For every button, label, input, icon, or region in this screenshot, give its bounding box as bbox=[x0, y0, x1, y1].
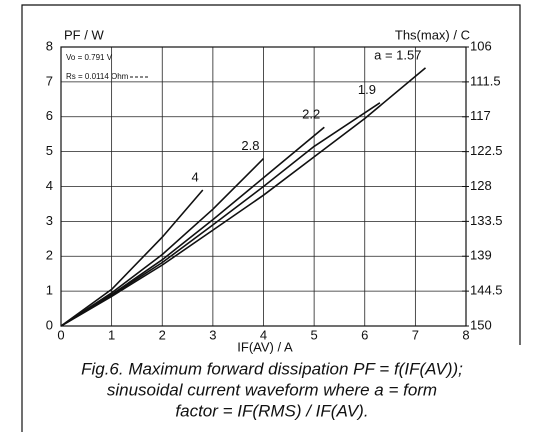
x-tick-label: 0 bbox=[57, 327, 64, 342]
x-tick-label: 2 bbox=[159, 327, 166, 342]
y2-tick-label: 139 bbox=[470, 248, 492, 263]
y-tick-label: 2 bbox=[46, 248, 53, 263]
series-label: 2.8 bbox=[241, 138, 259, 153]
y-tick-label: 1 bbox=[46, 283, 53, 298]
x-tick-label: 4 bbox=[260, 327, 267, 342]
y2-tick-label: 122.5 bbox=[470, 143, 503, 158]
frame bbox=[21, 4, 521, 432]
series-label: a = 1.57 bbox=[374, 47, 421, 62]
y-tick-label: 5 bbox=[46, 143, 53, 158]
y-tick-label: 8 bbox=[46, 38, 53, 53]
y2-tick-label: 117 bbox=[470, 108, 491, 123]
annotation: Rs = 0.0114 Ohm bbox=[66, 72, 129, 81]
y2-axis-label: Ths(max) / C bbox=[395, 27, 470, 42]
x-tick-label: 6 bbox=[361, 327, 368, 342]
y-tick-label: 0 bbox=[46, 317, 53, 332]
series-label: 2.2 bbox=[302, 107, 320, 122]
caption: factor = IF(RMS) / IF(AV). bbox=[175, 401, 368, 420]
y2-tick-label: 150 bbox=[470, 317, 492, 332]
series-line bbox=[60, 67, 427, 327]
annotation: Vo = 0.791 V bbox=[66, 53, 113, 62]
series-line bbox=[60, 126, 325, 327]
x-tick-label: 5 bbox=[311, 327, 318, 342]
series-label: 4 bbox=[192, 169, 199, 184]
y-tick-label: 7 bbox=[46, 73, 53, 88]
y2-tick-label: 133.5 bbox=[470, 213, 503, 228]
y-tick-label: 6 bbox=[46, 108, 53, 123]
y2-tick-label: 106 bbox=[470, 38, 492, 53]
x-tick-label: 8 bbox=[462, 327, 469, 342]
series-label: 1.9 bbox=[358, 82, 376, 97]
series-line bbox=[60, 158, 265, 327]
y-axis-label: PF / W bbox=[64, 27, 104, 42]
series-line bbox=[60, 189, 204, 327]
x-tick-label: 7 bbox=[412, 327, 419, 342]
y-tick-label: 4 bbox=[46, 178, 53, 193]
y2-tick-label: 128 bbox=[470, 178, 492, 193]
y2-tick-label: 111.5 bbox=[470, 73, 501, 88]
x-tick-label: 3 bbox=[209, 327, 216, 342]
y2-tick-label: 144.5 bbox=[470, 283, 503, 298]
caption: Fig.6. Maximum forward dissipation PF = … bbox=[81, 359, 463, 378]
plot-frame bbox=[60, 46, 467, 327]
x-axis-label: IF(AV) / A bbox=[237, 339, 293, 354]
x-tick-label: 1 bbox=[108, 327, 115, 342]
y-tick-label: 3 bbox=[46, 213, 53, 228]
caption: sinusoidal current waveform where a = fo… bbox=[107, 380, 437, 399]
